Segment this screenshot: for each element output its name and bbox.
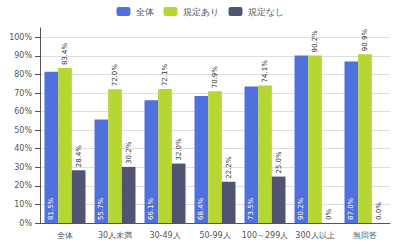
svg-text:40%: 40% xyxy=(14,144,32,153)
svg-text:72.0%: 72.0% xyxy=(111,64,119,87)
svg-text:0%: 0% xyxy=(19,219,32,228)
svg-text:0.0%: 0.0% xyxy=(375,202,383,220)
svg-text:25.0%: 25.0% xyxy=(275,151,283,174)
svg-text:30人未満: 30人未満 xyxy=(98,231,132,240)
svg-text:10%: 10% xyxy=(14,200,32,209)
svg-text:28.4%: 28.4% xyxy=(75,145,83,168)
svg-text:66.1%: 66.1% xyxy=(147,197,155,220)
svg-text:87.0%: 87.0% xyxy=(347,197,355,220)
svg-text:20%: 20% xyxy=(14,181,32,190)
svg-text:規定あり: 規定あり xyxy=(183,7,219,17)
svg-text:90.2%: 90.2% xyxy=(311,30,319,53)
svg-text:無回答: 無回答 xyxy=(353,231,377,240)
svg-text:全体: 全体 xyxy=(57,231,73,240)
svg-text:70%: 70% xyxy=(14,89,32,98)
svg-text:70.9%: 70.9% xyxy=(211,66,219,89)
svg-text:22.2%: 22.2% xyxy=(225,156,233,179)
svg-text:0%: 0% xyxy=(325,209,333,220)
svg-text:55.7%: 55.7% xyxy=(97,197,105,220)
svg-text:全体: 全体 xyxy=(136,7,154,17)
svg-text:74.1%: 74.1% xyxy=(261,60,269,83)
svg-text:規定なし: 規定なし xyxy=(248,7,284,17)
svg-text:72.1%: 72.1% xyxy=(161,64,169,87)
svg-text:50%: 50% xyxy=(14,126,32,135)
svg-text:90.9%: 90.9% xyxy=(361,29,369,52)
svg-text:80%: 80% xyxy=(14,70,32,79)
svg-text:30%: 30% xyxy=(14,163,32,172)
svg-text:83.4%: 83.4% xyxy=(61,43,69,66)
svg-text:300人以上: 300人以上 xyxy=(295,231,334,240)
svg-text:32.0%: 32.0% xyxy=(175,138,183,161)
svg-text:68.4%: 68.4% xyxy=(197,197,205,220)
svg-text:60%: 60% xyxy=(14,107,32,116)
svg-text:100%: 100% xyxy=(9,33,32,42)
svg-text:81.5%: 81.5% xyxy=(47,197,55,220)
svg-text:30.2%: 30.2% xyxy=(125,141,133,164)
svg-text:73.5%: 73.5% xyxy=(247,197,255,220)
svg-text:90.2%: 90.2% xyxy=(297,197,305,220)
svg-text:90%: 90% xyxy=(14,51,32,60)
svg-text:50-99人: 50-99人 xyxy=(199,231,230,240)
svg-text:100～299人: 100～299人 xyxy=(242,231,289,240)
svg-text:30-49人: 30-49人 xyxy=(149,231,180,240)
